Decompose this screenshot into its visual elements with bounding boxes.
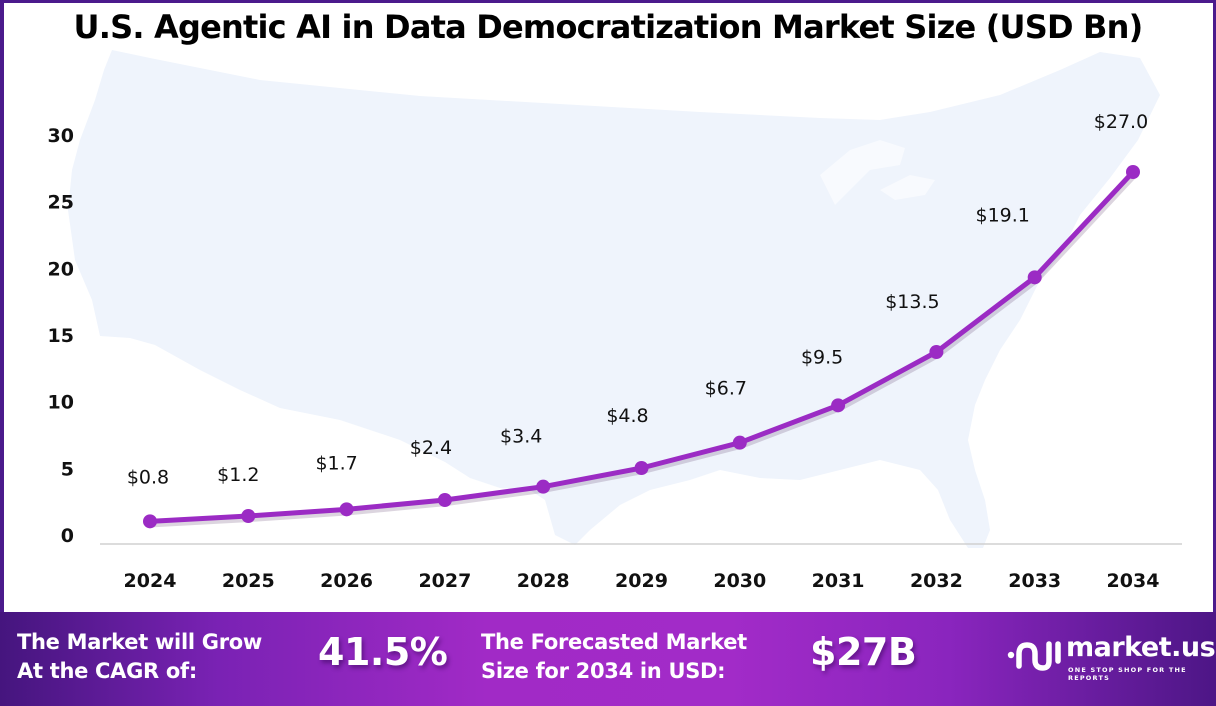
x-tick-label: 2024 bbox=[124, 570, 177, 592]
cagr-label: The Market will Grow At the CAGR of: bbox=[17, 628, 262, 686]
cagr-label-line1: The Market will Grow bbox=[17, 630, 262, 654]
forecast-label-line1: The Forecasted Market bbox=[481, 630, 747, 654]
data-label: $0.8 bbox=[127, 466, 169, 488]
data-point bbox=[929, 345, 944, 359]
x-tick-label: 2030 bbox=[713, 570, 766, 592]
data-point bbox=[831, 398, 846, 413]
x-tick-label: 2033 bbox=[1008, 570, 1061, 592]
data-point bbox=[437, 493, 452, 507]
x-tick-label: 2025 bbox=[222, 570, 275, 592]
data-point bbox=[536, 479, 551, 494]
data-label: $19.1 bbox=[975, 204, 1029, 226]
y-tick-label: 30 bbox=[48, 125, 74, 147]
y-tick-label: 25 bbox=[48, 192, 74, 214]
cagr-label-line2: At the CAGR of: bbox=[17, 659, 197, 683]
data-label: $1.2 bbox=[217, 464, 259, 486]
forecast-label: The Forecasted Market Size for 2034 in U… bbox=[481, 628, 747, 686]
x-tick-label: 2034 bbox=[1107, 570, 1160, 592]
data-point bbox=[339, 502, 354, 517]
data-point bbox=[143, 514, 157, 529]
brand-logo: market.us ONE STOP SHOP FOR THE REPORTS bbox=[1006, 632, 1216, 684]
series-line-group: $0.8 $1.2 $1.7 $2.4 $3.4 $4.8 $6.7 $9.5 $13.5 $19… bbox=[127, 111, 1148, 529]
y-tick-label: 0 bbox=[61, 525, 74, 547]
data-label: $13.5 bbox=[885, 291, 939, 313]
data-label: $2.4 bbox=[410, 437, 452, 459]
data-point bbox=[732, 435, 747, 450]
y-axis: 0 5 10 15 20 25 30 bbox=[48, 125, 74, 547]
chart-title: U.S. Agentic AI in Data Democratization … bbox=[73, 8, 1144, 46]
data-label: $3.4 bbox=[500, 426, 542, 448]
x-tick-label: 2028 bbox=[517, 570, 570, 592]
brand-tagline: ONE STOP SHOP FOR THE REPORTS bbox=[1068, 666, 1187, 682]
brand-name: market.us bbox=[1066, 632, 1216, 663]
x-tick-label: 2029 bbox=[615, 570, 668, 592]
market-us-logo-icon bbox=[1007, 641, 1061, 671]
data-label: $9.5 bbox=[801, 346, 843, 368]
data-point bbox=[241, 509, 256, 523]
data-label: $27.0 bbox=[1094, 111, 1148, 133]
x-axis: 2024 2025 2026 2027 2028 2029 2030 2031 2032 2033… bbox=[124, 570, 1160, 592]
data-label: $6.7 bbox=[705, 378, 747, 400]
y-tick-label: 5 bbox=[61, 458, 74, 480]
data-point bbox=[634, 461, 649, 475]
cagr-value: 41.5% bbox=[318, 630, 448, 674]
forecast-label-line2: Size for 2034 in USD: bbox=[481, 659, 726, 683]
x-tick-label: 2026 bbox=[320, 570, 373, 592]
data-label: $1.7 bbox=[315, 452, 357, 474]
us-map-background bbox=[68, 50, 1160, 548]
y-tick-label: 10 bbox=[48, 392, 74, 414]
x-tick-label: 2032 bbox=[910, 570, 963, 592]
data-point bbox=[1126, 165, 1140, 179]
data-point bbox=[1027, 270, 1042, 285]
footer-banner: The Market will Grow At the CAGR of: 41.… bbox=[0, 612, 1216, 706]
forecast-value: $27B bbox=[810, 630, 917, 674]
y-tick-label: 20 bbox=[48, 258, 74, 280]
data-label: $4.8 bbox=[606, 405, 648, 427]
x-tick-label: 2031 bbox=[812, 570, 865, 592]
y-tick-label: 15 bbox=[48, 325, 74, 347]
great-lakes-detail bbox=[820, 140, 935, 205]
x-tick-label: 2027 bbox=[418, 570, 471, 592]
